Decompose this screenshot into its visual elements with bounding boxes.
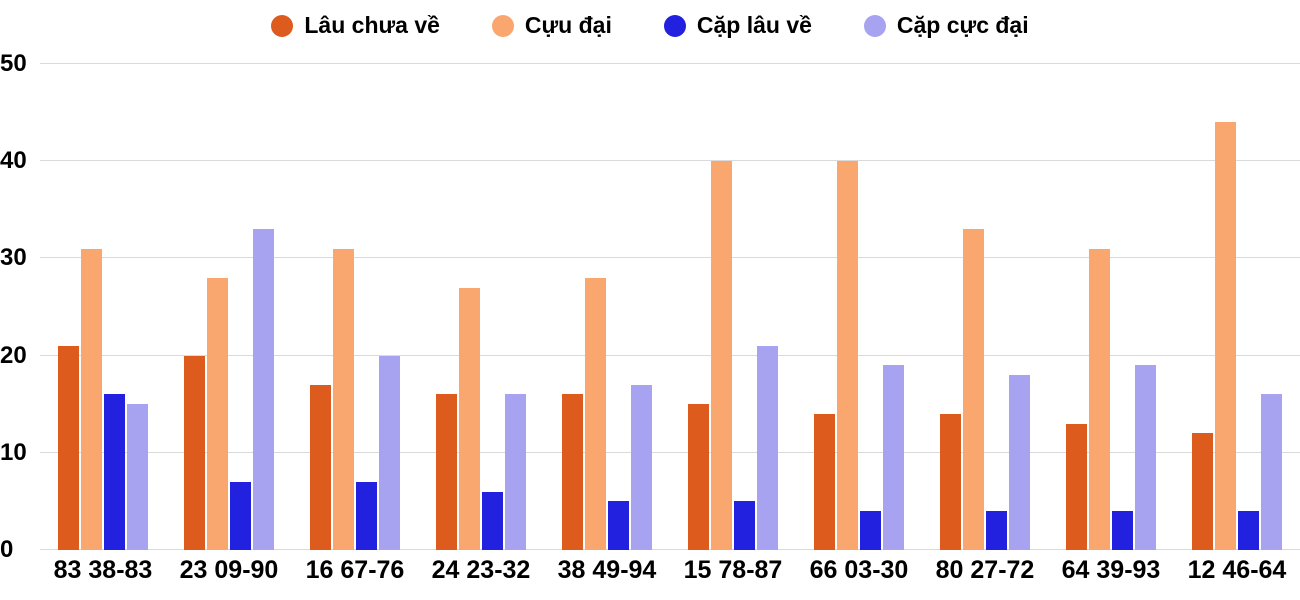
- gridline: [40, 549, 1300, 550]
- bar-series1-cat7[interactable]: [963, 229, 984, 550]
- x-axis: 83 38-83 23 09-90 16 67-76 24 23-32 38 49-94…: [40, 550, 1300, 600]
- chart-legend: Lâu chưa về Cựu đại Cặp lâu về Cặp cực đ…: [0, 0, 1300, 64]
- bar-series3-cat3[interactable]: [505, 394, 526, 550]
- bar-series2-cat7[interactable]: [986, 511, 1007, 550]
- bar-series3-cat8[interactable]: [1135, 365, 1156, 550]
- legend-label: Cặp lâu về: [696, 12, 812, 38]
- bar-series0-cat1[interactable]: [184, 355, 205, 550]
- bar-series3-cat5[interactable]: [757, 345, 778, 550]
- bar-series3-cat2[interactable]: [379, 355, 400, 550]
- bar-series1-cat6[interactable]: [837, 161, 858, 550]
- legend-label: Cựu đại: [524, 12, 612, 38]
- bar-series0-cat4[interactable]: [562, 394, 583, 550]
- bar-series1-cat5[interactable]: [711, 161, 732, 550]
- bar-series0-cat6[interactable]: [814, 413, 835, 550]
- legend-label: Lâu chưa về: [304, 12, 440, 38]
- bar-series1-cat3[interactable]: [459, 287, 480, 550]
- gridline: [40, 63, 1300, 64]
- bar-series3-cat0[interactable]: [127, 404, 148, 550]
- bar-series2-cat3[interactable]: [482, 491, 503, 550]
- bar-group-5: [670, 64, 796, 550]
- legend-item-cap-lau-ve[interactable]: Cặp lâu về: [663, 12, 812, 39]
- bar-series2-cat1[interactable]: [230, 481, 251, 550]
- bar-series3-cat9[interactable]: [1261, 394, 1282, 550]
- legend-color-dot: [491, 14, 514, 37]
- bar-series0-cat2[interactable]: [310, 384, 331, 550]
- bar-series2-cat4[interactable]: [608, 501, 629, 550]
- bar-series2-cat2[interactable]: [356, 481, 377, 550]
- bar-series3-cat6[interactable]: [883, 365, 904, 550]
- y-axis-tick-label: 40: [0, 147, 27, 175]
- legend-item-lau-chua-ve[interactable]: Lâu chưa về: [271, 12, 440, 39]
- x-axis-label: 38 49-94: [557, 556, 657, 584]
- y-axis-tick-label: 0: [0, 536, 14, 563]
- bar-group-9: [1174, 64, 1300, 550]
- bar-series0-cat7[interactable]: [940, 413, 961, 550]
- bar-group-2: [292, 64, 418, 550]
- bar-group-8: [1048, 64, 1174, 550]
- bar-series2-cat5[interactable]: [734, 501, 755, 550]
- legend-color-dot: [271, 14, 294, 37]
- y-axis-tick-label: 20: [0, 341, 27, 369]
- bar-group-1: [166, 64, 292, 550]
- gridline: [40, 354, 1300, 356]
- bar-series3-cat4[interactable]: [631, 384, 652, 550]
- legend-item-cap-cuc-dai[interactable]: Cặp cực đại: [863, 12, 1029, 39]
- legend-item-cuu-dai[interactable]: Cựu đại: [491, 12, 612, 39]
- bar-series2-cat6[interactable]: [860, 511, 881, 550]
- legend-label: Cặp cực đại: [896, 12, 1029, 38]
- x-axis-label: 66 03-30: [809, 556, 909, 584]
- x-axis-label: 24 23-32: [431, 556, 531, 584]
- x-axis-label: 12 46-64: [1187, 556, 1287, 584]
- chart-body: 0 10 20 30 40 50: [0, 52, 1300, 562]
- bar-series1-cat4[interactable]: [585, 277, 606, 550]
- x-axis-label: 23 09-90: [179, 556, 279, 584]
- bar-group-0: [40, 64, 166, 550]
- bar-group-7: [922, 64, 1048, 550]
- bar-series0-cat9[interactable]: [1192, 433, 1213, 550]
- bar-groups: [40, 64, 1300, 550]
- bar-series0-cat3[interactable]: [436, 394, 457, 550]
- gridline: [40, 257, 1300, 259]
- x-axis-label: 15 78-87: [683, 556, 783, 584]
- y-axis-tick-label: 10: [0, 438, 27, 466]
- bar-series3-cat1[interactable]: [253, 229, 274, 550]
- bar-series0-cat0[interactable]: [58, 345, 79, 550]
- bar-series2-cat8[interactable]: [1112, 511, 1133, 550]
- bar-series1-cat0[interactable]: [81, 248, 102, 550]
- bar-series0-cat8[interactable]: [1066, 423, 1087, 550]
- legend-color-dot: [863, 14, 886, 37]
- bar-series1-cat8[interactable]: [1089, 248, 1110, 550]
- y-axis-tick-label: 30: [0, 244, 27, 272]
- bar-series3-cat7[interactable]: [1009, 375, 1030, 550]
- x-axis-label: 16 67-76: [305, 556, 405, 584]
- plot-area: [40, 63, 1300, 550]
- bar-group-6: [796, 64, 922, 550]
- bar-series0-cat5[interactable]: [688, 404, 709, 550]
- x-axis-label: 64 39-93: [1061, 556, 1161, 584]
- x-axis-label: 80 27-72: [935, 556, 1035, 584]
- gridline: [40, 451, 1300, 453]
- y-axis: 0 10 20 30 40 50: [0, 52, 40, 562]
- bar-group-3: [418, 64, 544, 550]
- bar-group-4: [544, 64, 670, 550]
- bar-series1-cat2[interactable]: [333, 248, 354, 550]
- bar-series1-cat1[interactable]: [207, 277, 228, 550]
- bar-series2-cat0[interactable]: [104, 394, 125, 550]
- bar-series2-cat9[interactable]: [1238, 511, 1259, 550]
- legend-color-dot: [663, 14, 686, 37]
- y-axis-tick-label: 50: [0, 50, 27, 77]
- bar-series1-cat9[interactable]: [1215, 122, 1236, 550]
- gridline: [40, 160, 1300, 162]
- x-axis-label: 83 38-83: [53, 556, 153, 584]
